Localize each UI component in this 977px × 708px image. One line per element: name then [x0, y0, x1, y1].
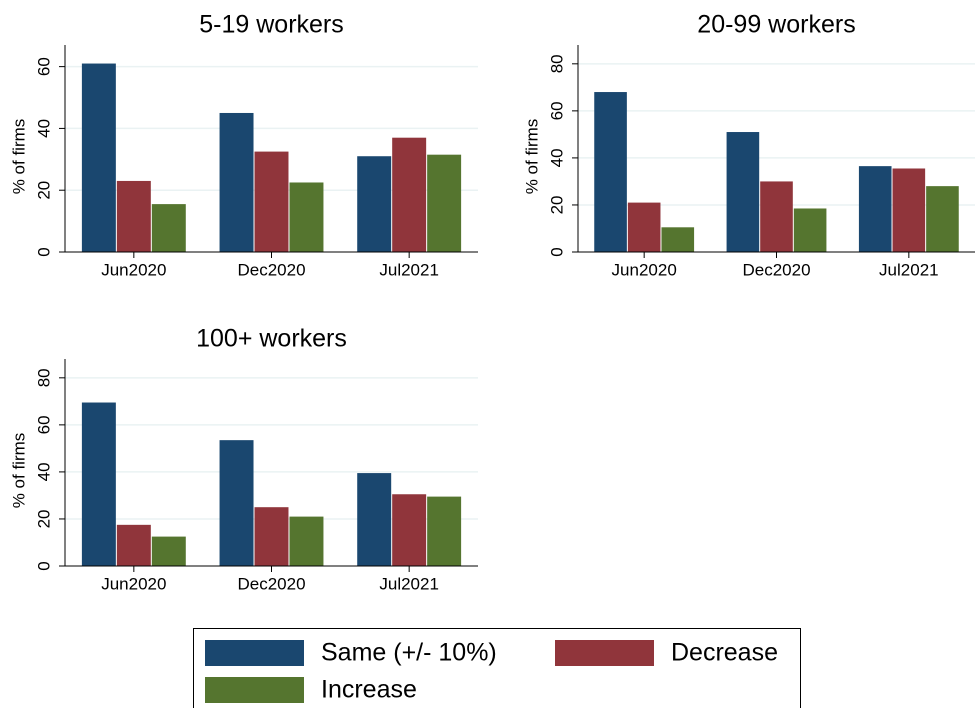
- bar: [81, 402, 116, 566]
- bar: [116, 180, 151, 252]
- y-tick-label: 80: [34, 368, 53, 387]
- y-axis-title: % of firms: [9, 119, 28, 195]
- y-tick-label: 40: [547, 148, 566, 167]
- y-tick-label: 80: [547, 54, 566, 73]
- bar: [726, 132, 760, 252]
- y-axis-title: % of firms: [522, 119, 541, 195]
- y-tick-label: 40: [34, 119, 53, 138]
- bar: [254, 151, 289, 252]
- bar: [116, 524, 151, 566]
- x-tick-label: Jun2020: [612, 260, 677, 279]
- y-tick-label: 20: [34, 181, 53, 200]
- bar: [661, 227, 695, 252]
- x-tick-label: Jun2020: [101, 574, 166, 593]
- bar: [793, 208, 827, 252]
- legend-label: Increase: [321, 676, 417, 704]
- bar: [858, 166, 892, 252]
- legend-label: Decrease: [671, 639, 778, 667]
- bar: [594, 92, 627, 252]
- x-tick-label: Jul2021: [379, 260, 439, 279]
- bar: [892, 168, 926, 252]
- y-tick-label: 20: [547, 195, 566, 214]
- x-tick-label: Dec2020: [237, 260, 305, 279]
- legend-swatch: [555, 640, 654, 666]
- y-tick-label: 0: [547, 247, 566, 256]
- bar: [357, 156, 392, 252]
- legend-swatch: [205, 677, 304, 703]
- y-axis-title: % of firms: [9, 433, 28, 509]
- bar: [760, 181, 793, 252]
- x-tick-label: Jun2020: [101, 260, 166, 279]
- bar: [81, 63, 116, 253]
- chart-title: 5-19 workers: [199, 11, 344, 39]
- bar: [219, 112, 254, 252]
- y-tick-label: 0: [34, 561, 53, 570]
- bar: [357, 473, 392, 566]
- bar: [627, 202, 661, 252]
- chart-title: 20-99 workers: [697, 11, 855, 39]
- bar: [254, 507, 289, 566]
- y-tick-label: 60: [34, 57, 53, 76]
- x-tick-label: Jul2021: [879, 260, 939, 279]
- y-tick-label: 0: [34, 247, 53, 256]
- y-tick-label: 60: [34, 415, 53, 434]
- x-tick-label: Dec2020: [237, 574, 305, 593]
- y-tick-label: 20: [34, 509, 53, 528]
- legend-box: [193, 628, 801, 708]
- bar: [151, 204, 186, 252]
- bar: [427, 496, 462, 566]
- x-tick-label: Dec2020: [742, 260, 810, 279]
- bar: [392, 494, 427, 566]
- bar: [427, 154, 462, 252]
- bar: [289, 516, 324, 566]
- bar: [289, 182, 324, 252]
- legend-swatch: [205, 640, 304, 666]
- legend-label: Same (+/- 10%): [321, 639, 497, 667]
- x-tick-label: Jul2021: [379, 574, 439, 593]
- bar: [219, 440, 254, 566]
- bar: [392, 137, 427, 252]
- bar: [151, 536, 186, 566]
- y-tick-label: 60: [547, 101, 566, 120]
- y-tick-label: 40: [34, 462, 53, 481]
- chart-title: 100+ workers: [196, 325, 347, 353]
- bar: [926, 186, 959, 252]
